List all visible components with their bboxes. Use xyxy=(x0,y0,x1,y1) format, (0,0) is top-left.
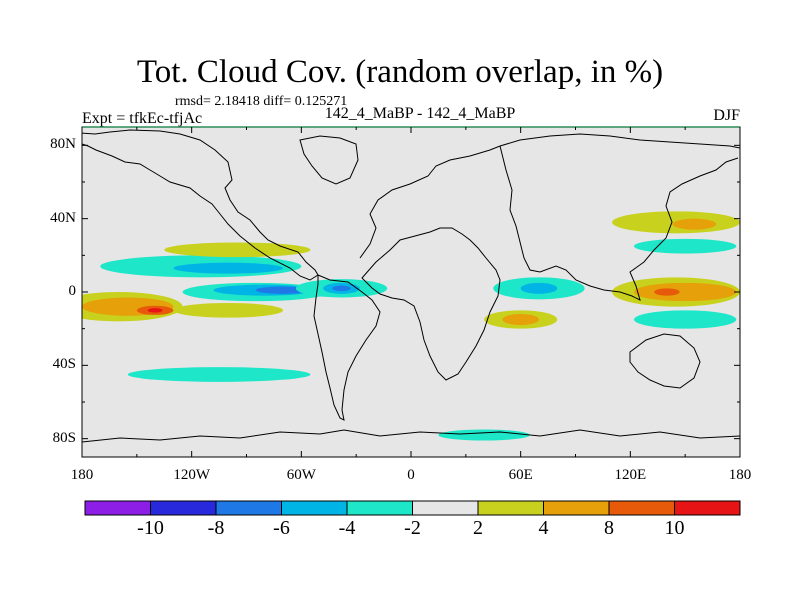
colorbar-label: -2 xyxy=(404,517,421,539)
coastline-layer xyxy=(82,129,740,443)
contour-region xyxy=(520,282,558,294)
coastline xyxy=(313,274,381,421)
figure-title: Tot. Cloud Cov. (random overlap, in %) xyxy=(136,54,664,90)
x-tick-label: 180 xyxy=(728,467,752,483)
colorbar-label: -6 xyxy=(273,517,290,539)
colorbar-label: -10 xyxy=(137,517,164,539)
colorbar-swatch xyxy=(543,500,610,516)
coastline xyxy=(82,429,740,443)
coastline xyxy=(359,145,501,259)
contour-layer xyxy=(82,211,740,441)
x-tick-label: 120W xyxy=(173,467,210,483)
x-tick-label: 120E xyxy=(614,467,647,483)
season-label: DJF xyxy=(713,107,740,124)
contour-region xyxy=(633,310,737,329)
colorbar-swatch xyxy=(281,500,348,516)
contour-region xyxy=(173,303,284,318)
colorbar-swatch xyxy=(477,500,544,516)
comparison-label: 142_4_MaBP - 142_4_MaBP xyxy=(324,105,516,122)
x-tick-label: 0 xyxy=(407,467,415,483)
x-tick-label: 180 xyxy=(70,467,94,483)
coastline xyxy=(629,333,701,389)
colorbar-label: -8 xyxy=(207,517,225,539)
contour-region xyxy=(127,367,311,382)
contour-region xyxy=(173,262,284,274)
colorbar-swatch xyxy=(674,500,741,516)
tick-layer xyxy=(81,127,741,457)
y-tick-label: 0 xyxy=(68,283,77,299)
contour-region xyxy=(438,429,530,441)
x-tick-label: 60W xyxy=(286,467,316,483)
colorbar xyxy=(84,500,741,516)
colorbar-label: 10 xyxy=(664,517,685,539)
colorbar-swatch xyxy=(608,500,675,516)
contour-region xyxy=(332,285,351,292)
contour-region xyxy=(633,282,737,302)
colorbar-label: 2 xyxy=(473,517,483,539)
y-tick-label: 40S xyxy=(52,356,76,373)
coastline xyxy=(499,145,739,301)
contour-region xyxy=(672,218,717,230)
coastline xyxy=(299,135,359,185)
y-tick-label: 80N xyxy=(50,136,76,153)
x-tick-label: 60E xyxy=(508,467,533,483)
colorbar-label: 4 xyxy=(538,517,549,539)
colorbar-swatch xyxy=(150,500,217,516)
colorbar-label: 8 xyxy=(604,517,614,539)
coastline xyxy=(82,129,319,281)
contour-region xyxy=(164,242,311,258)
contour-region xyxy=(502,314,539,325)
coastline xyxy=(499,133,740,149)
colorbar-swatch xyxy=(346,500,413,516)
colorbar-label: -4 xyxy=(338,517,356,539)
colorbar-swatch xyxy=(412,500,479,516)
experiment-label: Expt = tfkEc-tfjAc xyxy=(82,110,203,127)
contour-region xyxy=(633,238,737,254)
colorbar-swatch xyxy=(215,500,282,516)
y-tick-label: 80S xyxy=(52,429,76,446)
contour-region xyxy=(654,288,680,296)
y-tick-label: 40N xyxy=(50,209,76,226)
colorbar-swatch xyxy=(84,500,151,516)
rmsd-diff-stats: rmsd= 2.18418 diff= 0.125271 xyxy=(175,94,348,109)
coastline xyxy=(361,227,501,381)
contour-region xyxy=(147,308,163,313)
